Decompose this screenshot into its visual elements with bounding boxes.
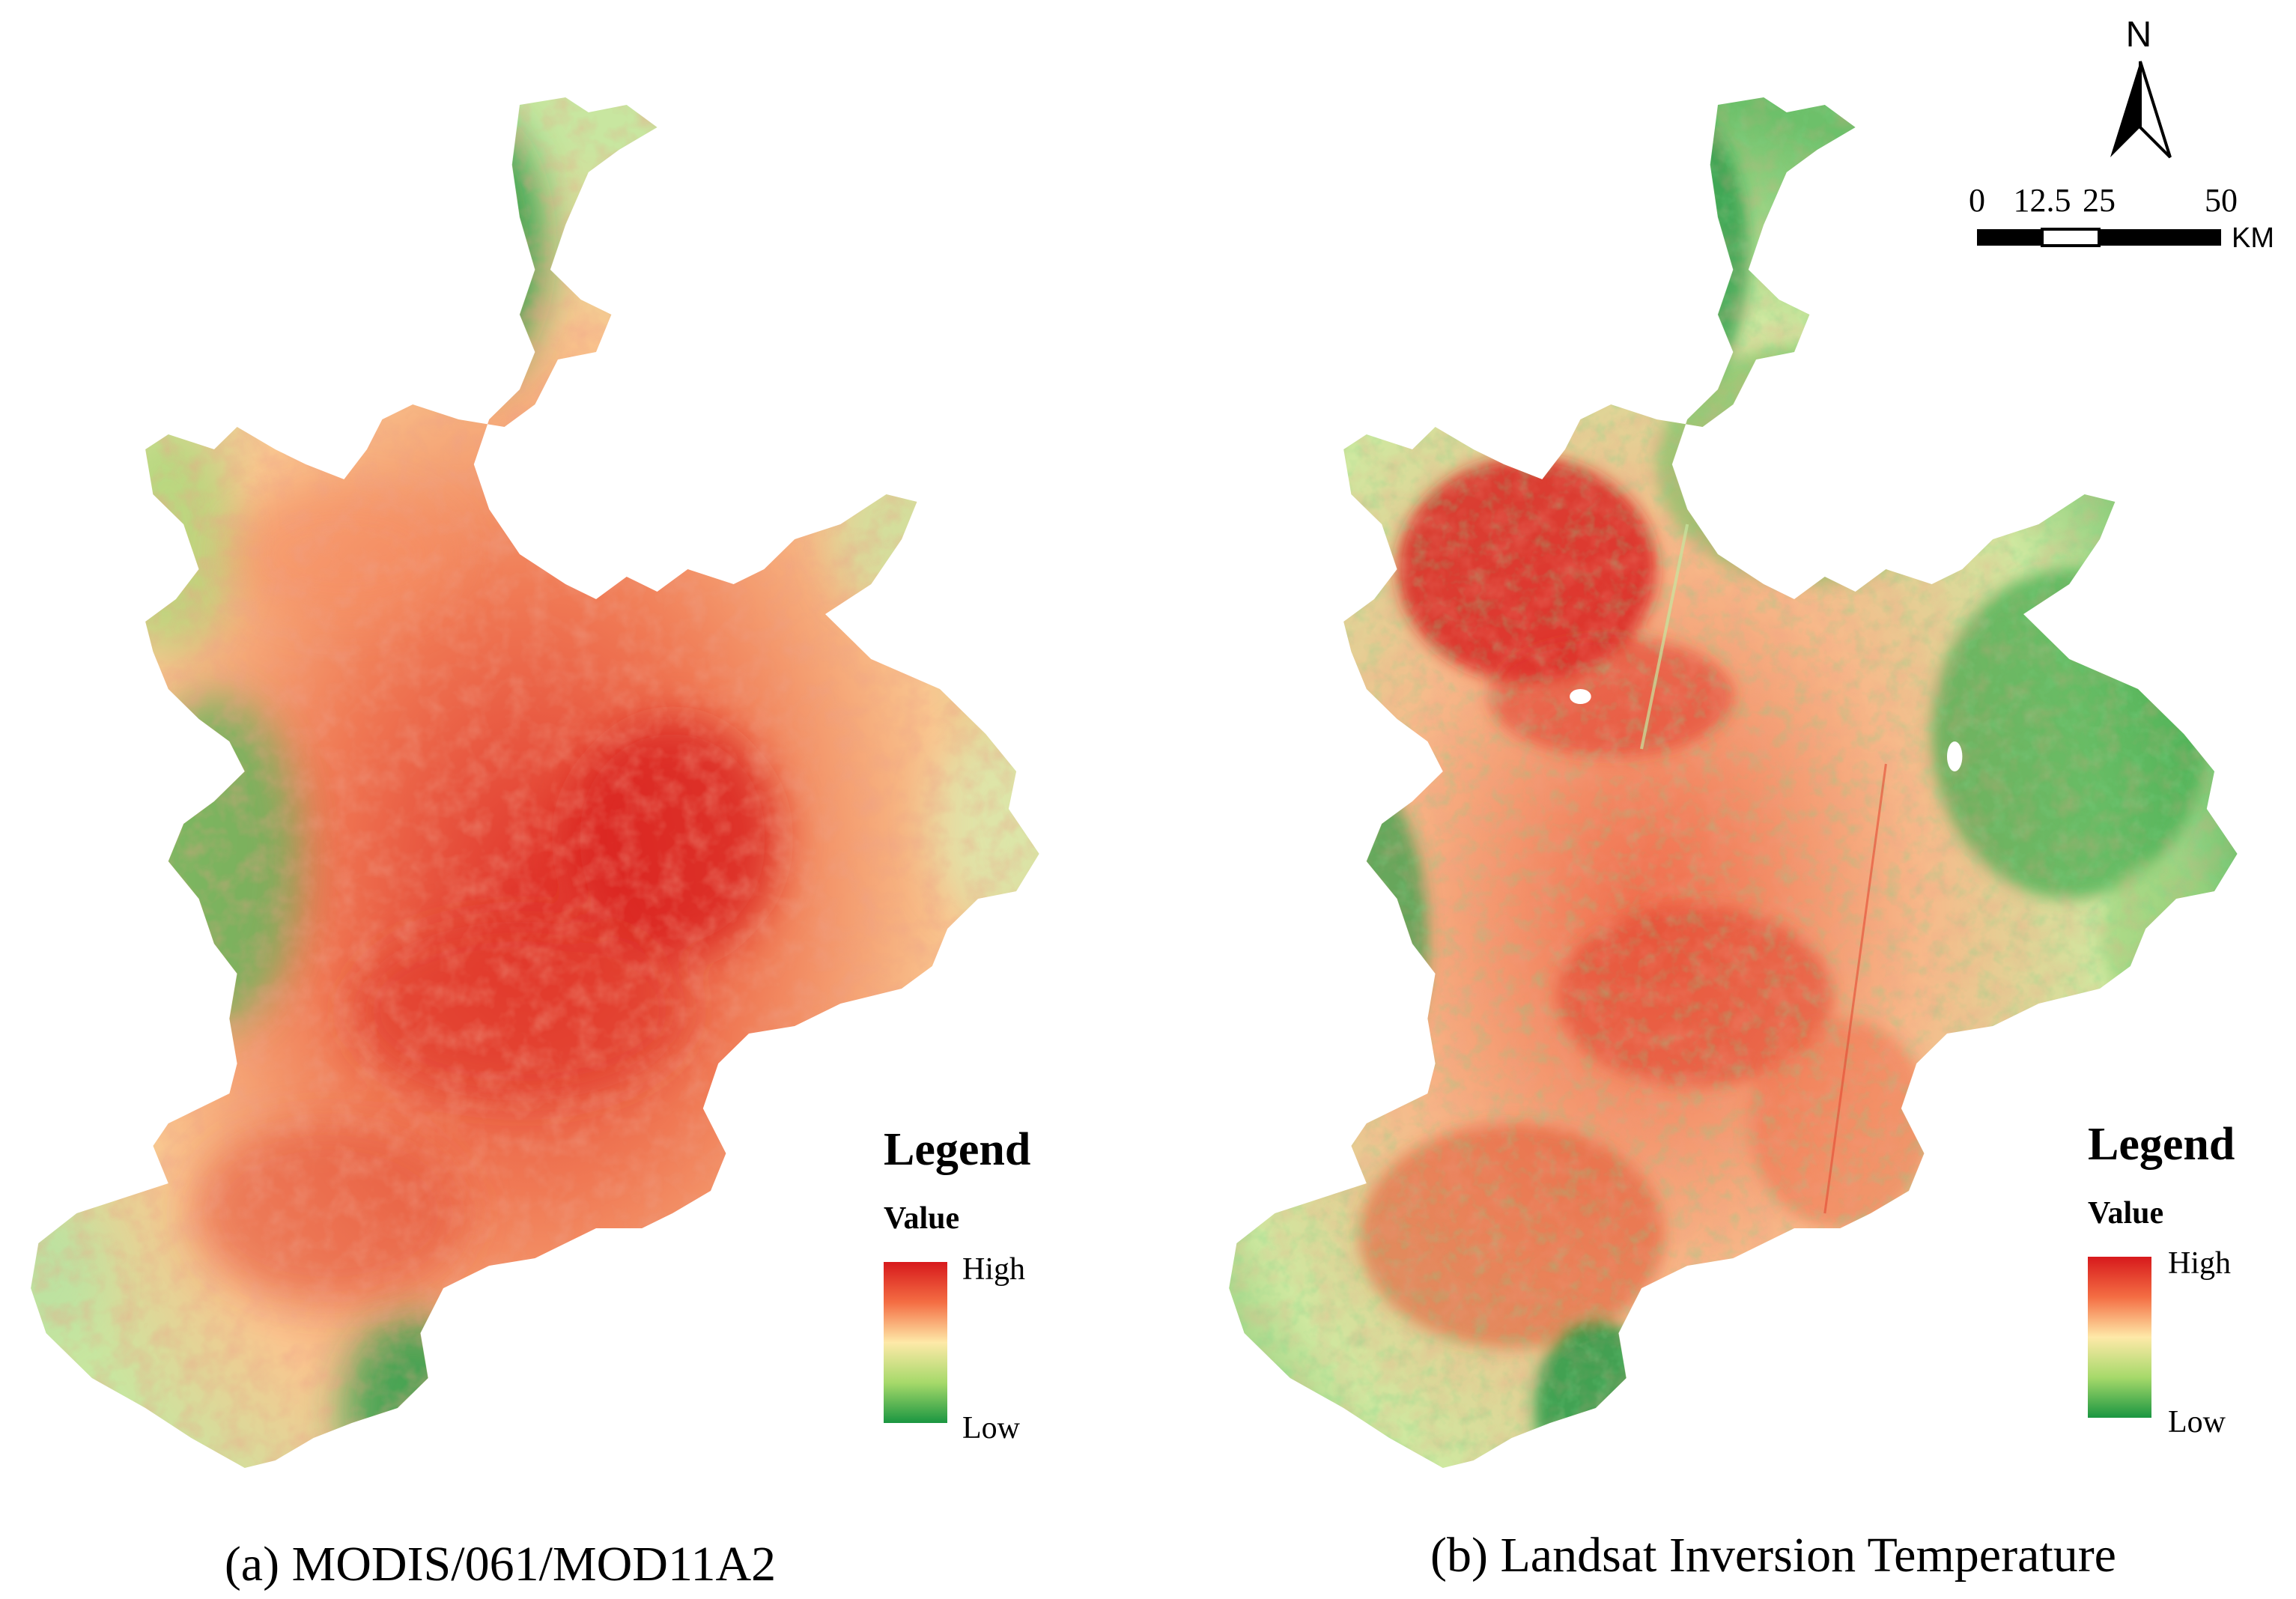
legend-b-high-label: High bbox=[2168, 1246, 2231, 1281]
legend-a-high-label: High bbox=[962, 1252, 1025, 1287]
north-arrow-icon bbox=[2110, 61, 2172, 159]
scale-bar-tick-0: 0 bbox=[1969, 182, 1985, 219]
legend-b-color-ramp bbox=[2088, 1257, 2151, 1418]
legend-a: Legend Value High Low bbox=[884, 1124, 1030, 1445]
legend-a-subtitle: Value bbox=[884, 1201, 959, 1236]
scale-bar-segments bbox=[1977, 228, 2221, 247]
legend-b-subtitle: Value bbox=[2088, 1196, 2163, 1231]
legend-a-color-ramp bbox=[884, 1262, 947, 1423]
scale-bar-unit: KM bbox=[2232, 222, 2274, 254]
scale-bar-tick-25: 25 bbox=[2083, 182, 2116, 219]
legend-a-low-label: Low bbox=[962, 1411, 1021, 1445]
panel-b-caption: (b) Landsat Inversion Temperature bbox=[1430, 1528, 2116, 1583]
north-arrow-label: N bbox=[2126, 15, 2152, 55]
panel-a-texture bbox=[31, 97, 1039, 1468]
legend-b-title: Legend bbox=[2088, 1119, 2235, 1170]
north-arrow: N bbox=[2110, 15, 2172, 159]
panel-a-map bbox=[31, 97, 1039, 1468]
legend-b: Legend Value High Low bbox=[2088, 1119, 2235, 1439]
legend-a-title: Legend bbox=[884, 1124, 1030, 1175]
scale-bar-tick-12-5: 12.5 bbox=[2014, 182, 2071, 219]
scale-bar-tick-50: 50 bbox=[2205, 182, 2238, 219]
legend-b-low-label: Low bbox=[2168, 1405, 2226, 1439]
scale-bar: 0 12.5 25 50 KM bbox=[1969, 182, 2274, 254]
panel-a-caption: (a) MODIS/061/MOD11A2 bbox=[225, 1537, 776, 1592]
